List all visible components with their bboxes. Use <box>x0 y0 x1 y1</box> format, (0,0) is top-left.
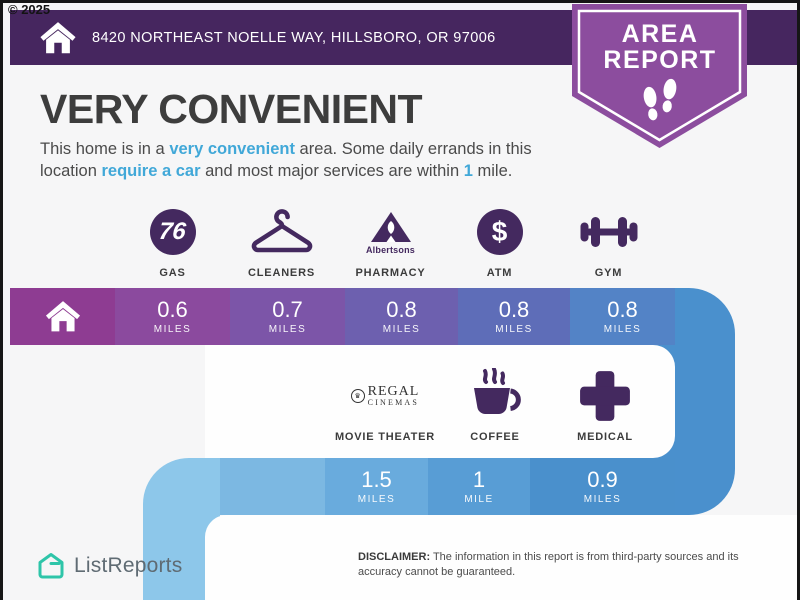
amenity-label: ATM <box>486 267 513 279</box>
bottom-card <box>205 515 800 600</box>
summary-highlight: 1 <box>463 161 473 180</box>
amenity-gym: GYM <box>554 202 663 279</box>
disclaimer-text: The information in this report is from t… <box>358 551 739 579</box>
distance-segment: 0.8 MILES <box>458 288 570 345</box>
distance-segment: 0.9 MILES <box>530 458 675 515</box>
distance-unit: MILES <box>583 493 622 505</box>
distance-unit: MILES <box>603 323 642 335</box>
amenity-coffee: COFFEE <box>440 366 550 443</box>
regal-wordmark-sub: CINEMAS <box>367 398 420 407</box>
amenity-atm: $ ATM <box>445 202 554 279</box>
listreports-wordmark: ListReports <box>74 554 183 577</box>
amenity-medical: MEDICAL <box>550 366 660 443</box>
amenity-gas: 76 GAS <box>118 202 227 279</box>
home-icon <box>45 301 80 332</box>
amenity-label: GYM <box>594 267 623 279</box>
distance-value: 0.8 <box>498 296 530 322</box>
disclaimer-label: DISCLAIMER: <box>358 551 431 563</box>
distance-bar-1: 0.6 MILES 0.7 MILES 0.8 MILES 0.8 MILES … <box>10 288 675 345</box>
page-title: VERY CONVENIENT <box>40 86 423 132</box>
albertsons-icon <box>370 211 411 242</box>
summary-part: This home is in a <box>40 140 170 158</box>
dumbbell-icon <box>580 217 637 247</box>
home-segment <box>10 288 115 345</box>
medical-cross-icon <box>580 371 630 421</box>
badge-title: AREA REPORT <box>565 21 755 74</box>
hanger-icon <box>251 209 312 253</box>
distance-segment: 0.8 MILES <box>570 288 675 345</box>
summary-highlight: very convenient <box>169 140 295 158</box>
dollar-icon: $ <box>476 209 523 255</box>
badge-line2: REPORT <box>603 46 717 75</box>
amenity-pharmacy: Albertsons PHARMACY <box>336 202 445 279</box>
distance-segment: 0.7 MILES <box>230 288 345 345</box>
summary-part: area. Some daily errands in this locatio… <box>40 140 532 180</box>
distance-value: 1 <box>472 466 486 492</box>
listreports-logo: ListReports <box>36 551 182 581</box>
distance-unit: MILES <box>357 493 396 505</box>
distance-segment: 1 MILE <box>428 458 530 515</box>
distance-value: 0.8 <box>386 296 417 322</box>
distance-bar-2: 1.5 MILES 1 MILE 0.9 MILES <box>220 458 675 515</box>
distance-value: 0.6 <box>157 296 188 322</box>
badge-line1: AREA <box>621 20 699 48</box>
distance-unit: MILES <box>268 323 307 335</box>
amenity-label: PHARMACY <box>355 267 426 279</box>
summary-sentence: This home is in a very convenient area. … <box>40 139 565 183</box>
amenity-label: MOVIE THEATER <box>334 431 436 443</box>
distance-unit: MILES <box>495 323 533 335</box>
distance-unit: MILES <box>153 323 192 335</box>
image-border-top <box>0 0 800 3</box>
summary-part: mile. <box>472 161 513 180</box>
amenity-movie-theater: ♛ REGAL CINEMAS MOVIE THEATER <box>330 366 440 444</box>
amenity-label: MEDICAL <box>577 431 633 443</box>
distance-segment: 0.6 MILES <box>115 288 230 345</box>
coffee-cup-icon <box>474 368 521 415</box>
image-border-left <box>0 0 3 600</box>
amenity-label: CLEANERS <box>248 267 315 279</box>
image-border-right <box>797 0 800 600</box>
amenities-row-1: 76 GAS CLEANERS Albertsons PHARMACY <box>118 202 663 279</box>
disclaimer: DISCLAIMER: The information in this repo… <box>358 550 758 581</box>
albertsons-wordmark: Albertsons <box>365 244 415 255</box>
footprints-icon <box>643 78 677 121</box>
distance-value: 0.8 <box>607 296 638 322</box>
distance-value: 0.9 <box>587 466 618 492</box>
distance-segment: 0.8 MILES <box>345 288 458 345</box>
distance-value: 1.5 <box>361 466 392 492</box>
distance-value: 0.7 <box>272 296 303 322</box>
dollar-text: $ <box>491 216 508 247</box>
area-report-badge <box>572 4 747 148</box>
gas-brand-text: 76 <box>157 218 188 245</box>
home-icon <box>40 21 76 53</box>
regal-cinemas-logo: ♛ REGAL CINEMAS <box>350 384 420 407</box>
distance-unit: MILE <box>464 493 494 505</box>
summary-part: and most major services are within <box>200 161 464 180</box>
amenities-row-2: ♛ REGAL CINEMAS MOVIE THEATER <box>330 366 660 443</box>
summary-highlight: require a car <box>101 161 201 180</box>
amenity-label: GAS <box>159 267 186 279</box>
amenity-label: COFFEE <box>470 431 520 443</box>
property-address: 8420 NORTHEAST NOELLE WAY, HILLSBORO, OR… <box>92 29 496 46</box>
distance-segment: 1.5 MILES <box>325 458 428 515</box>
regal-wordmark: REGAL <box>367 384 420 399</box>
gas-76-icon: 76 <box>149 209 196 255</box>
listreports-logo-icon <box>38 553 64 579</box>
copyright-text: © 2025 <box>8 2 51 17</box>
amenity-cleaners: CLEANERS <box>227 202 336 279</box>
empty-segment <box>220 458 325 515</box>
regal-crown-icon: ♛ <box>350 389 365 403</box>
distance-unit: MILES <box>382 323 421 335</box>
